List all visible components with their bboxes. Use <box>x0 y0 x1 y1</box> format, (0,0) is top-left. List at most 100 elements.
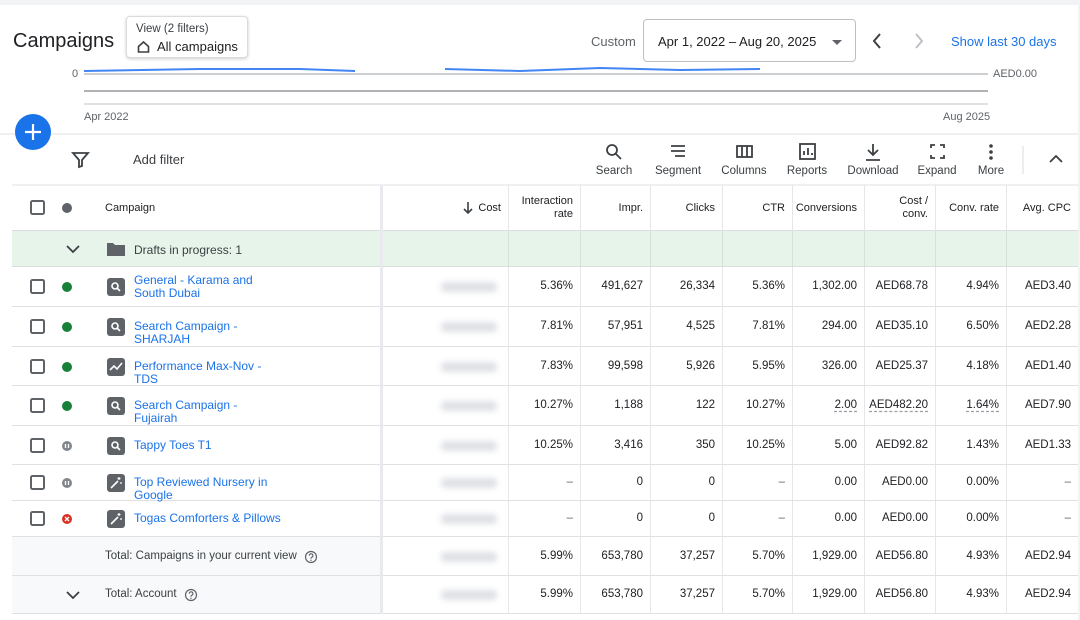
blurred-cost-value <box>441 361 497 372</box>
blurred-cost-value <box>441 440 497 451</box>
prev-arrow[interactable] <box>872 33 881 49</box>
view-selector[interactable]: View (2 filters) All campaigns <box>126 16 248 58</box>
cell-value: AED2.94 <box>1006 576 1078 614</box>
checkbox[interactable] <box>28 509 48 529</box>
show-last-link[interactable]: Show last 30 days <box>951 34 1057 49</box>
cell-value: 4,525 <box>650 307 722 347</box>
campaign-name[interactable]: Search Campaign - SHARJAH <box>134 319 238 346</box>
column-header[interactable]: Impr. <box>580 185 650 231</box>
cell-value: 0.00 <box>792 465 864 501</box>
status-icon <box>62 203 72 213</box>
help-icon[interactable] <box>181 585 201 605</box>
cell-divider <box>864 231 865 267</box>
campaign-name[interactable]: Togas Comforters & Pillows <box>134 511 281 525</box>
add-filter[interactable]: Add filter <box>133 152 185 167</box>
cell-value: 0.00% <box>935 501 1006 537</box>
cell-value: AED35.10 <box>864 307 935 347</box>
tool-button[interactable]: Segment <box>654 165 702 177</box>
cell-divider <box>650 231 651 267</box>
cell-value: AED56.80 <box>864 576 935 614</box>
cell-value: 1,929.00 <box>792 537 864 576</box>
cell-value: 1.43% <box>935 426 1006 465</box>
column-header[interactable]: CTR <box>722 185 792 231</box>
campaign-type-icon <box>107 397 125 415</box>
checkbox[interactable] <box>28 436 48 456</box>
help-icon[interactable] <box>301 547 321 567</box>
blurred-cost <box>381 307 508 347</box>
cell-divider <box>1006 231 1007 267</box>
cell-value: 3,416 <box>580 426 650 465</box>
status-icon <box>62 401 72 411</box>
collapse-icon[interactable] <box>1049 154 1063 163</box>
campaign-row <box>12 465 381 501</box>
view-label: View (2 filters) <box>136 23 209 35</box>
filter-icon[interactable] <box>71 152 90 169</box>
checkbox[interactable] <box>28 473 48 493</box>
cell-value: AED92.82 <box>864 426 935 465</box>
tool-button[interactable]: Expand <box>917 165 957 177</box>
cell-divider <box>792 231 793 267</box>
drafts-row <box>12 231 1078 267</box>
column-header[interactable]: Avg. CPC <box>1006 185 1078 231</box>
folder-icon <box>107 243 125 256</box>
cell-value: AED25.37 <box>864 347 935 386</box>
cell-value: 7.83% <box>508 347 580 386</box>
cell-value: 294.00 <box>792 307 864 347</box>
cell-value: 2.00 <box>792 386 864 426</box>
column-header[interactable]: Campaign <box>105 202 156 214</box>
cell-divider <box>508 231 509 267</box>
tool-button[interactable]: Search <box>595 165 633 177</box>
cell-divider <box>722 231 723 267</box>
tool-button[interactable]: Reports <box>786 165 828 177</box>
column-header[interactable]: Cost / conv. <box>864 185 935 231</box>
more-icon[interactable] <box>989 144 993 160</box>
home-icon <box>137 40 150 53</box>
cell-value: AED0.00 <box>864 501 935 537</box>
campaign-name[interactable]: Top Reviewed Nursery in Google <box>134 475 268 502</box>
column-header[interactable]: Interaction rate <box>508 185 580 231</box>
total-row <box>12 537 381 576</box>
date-range: Apr 1, 2022 – Aug 20, 2025 <box>658 34 817 49</box>
drafts-label: Drafts in progress: 1 <box>134 243 243 257</box>
cell-value: 1,302.00 <box>792 267 864 307</box>
tool-button[interactable]: Download <box>847 165 899 177</box>
cell-divider <box>580 231 581 267</box>
page-title: Campaigns <box>13 30 115 52</box>
status-icon <box>62 282 72 292</box>
campaign-row <box>12 267 381 307</box>
expand-chevron[interactable] <box>63 239 83 259</box>
blurred-cost-value <box>441 282 497 292</box>
campaign-name[interactable]: Performance Max-Nov - TDS <box>134 358 262 386</box>
column-header[interactable]: Conv. rate <box>935 185 1006 231</box>
cell-value: 37,257 <box>650 576 722 614</box>
cell-value: 5.70% <box>722 576 792 614</box>
cell-value: 57,951 <box>580 307 650 347</box>
campaign-name[interactable]: Search Campaign - Fujairah <box>134 398 238 425</box>
checkbox[interactable] <box>28 317 48 337</box>
campaign-row <box>12 426 381 465</box>
expand-chevron[interactable] <box>63 585 83 605</box>
column-header[interactable]: Conversions <box>792 185 864 231</box>
cell-value: 1.64% <box>935 386 1006 426</box>
tool-button[interactable]: Columns <box>721 165 767 177</box>
campaign-type-icon <box>107 278 125 296</box>
column-header[interactable]: Clicks <box>650 185 722 231</box>
campaign-name[interactable]: General - Karama and South Dubai <box>134 273 253 300</box>
cell-value: 5,926 <box>650 347 722 386</box>
checkbox[interactable] <box>28 198 48 218</box>
campaign-name[interactable]: Tappy Toes T1 <box>134 437 212 452</box>
checkbox[interactable] <box>28 396 48 416</box>
campaign-row <box>12 501 381 537</box>
date-picker[interactable]: Apr 1, 2022 – Aug 20, 2025 <box>643 19 856 62</box>
view-value: All campaigns <box>157 39 238 54</box>
column-header[interactable]: Cost <box>478 201 501 214</box>
sort-arrow <box>463 202 473 215</box>
checkbox[interactable] <box>28 357 48 377</box>
cell-value: 5.99% <box>508 576 580 614</box>
cell-value: – <box>722 465 792 501</box>
cell-value: AED482.20 <box>864 386 935 426</box>
tool-button[interactable]: More <box>977 165 1005 177</box>
next-arrow[interactable] <box>915 33 924 49</box>
checkbox[interactable] <box>28 277 48 297</box>
